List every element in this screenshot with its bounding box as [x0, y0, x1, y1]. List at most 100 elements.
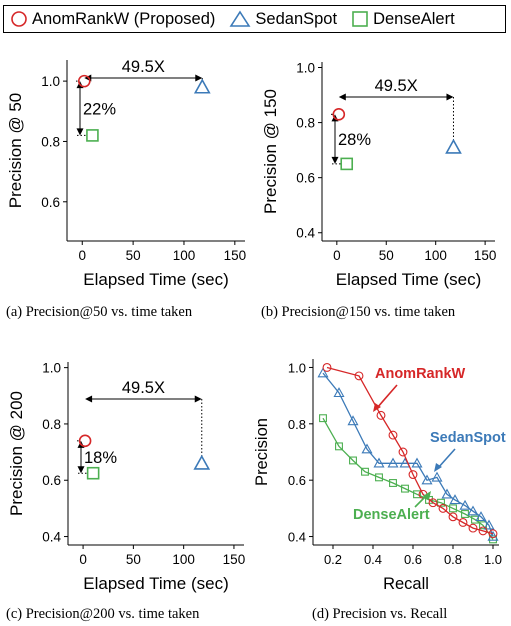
- speedup-arrow-head-right: [194, 395, 202, 403]
- chart-x-tick-label: 150: [474, 248, 497, 263]
- legend: AnomRankW (Proposed) SedanSpot DenseAler…: [3, 5, 506, 33]
- chart-x-tick-label: 100: [172, 552, 195, 567]
- panel-a: 0.6 0.8 1.0 0 50 100 150 Elapsed Time (sec) Prec…: [0, 40, 255, 300]
- chart-x-axis-label: Elapsed Time (sec): [83, 270, 229, 289]
- point-sedanspot: [387, 457, 399, 468]
- legend-label-sedanspot: SedanSpot: [255, 9, 338, 28]
- point-densealert: [471, 515, 479, 524]
- caption-d: (d) Precision vs. Recall: [312, 606, 448, 622]
- circle-marker-icon: [11, 11, 27, 27]
- marker-circle: [78, 434, 92, 448]
- chart-y-tick-label: 0.6: [42, 473, 61, 488]
- legend-label-densealert: DenseAlert: [373, 9, 455, 28]
- chart-x-tick-label: 50: [379, 248, 394, 263]
- point-densealert: [361, 467, 369, 476]
- chart-precision-vs-recall: 0.4 0.6 0.8 1.0 0.2 0.4 0.6 0.8 1.0 Recall Precisi…: [253, 359, 506, 593]
- chart-precision-at-50: 0.6 0.8 1.0 0 50 100 150 Elapsed Time (sec) Prec…: [6, 58, 247, 289]
- point-anomrankw: [322, 363, 332, 372]
- pr-y-tick-label: 0.6: [288, 473, 306, 488]
- chart-y-axis-label: Precision @ 50: [6, 93, 25, 209]
- pr-x-tick-label: 1.0: [484, 552, 502, 567]
- pr-y-tick-label: 0.8: [288, 417, 306, 432]
- point-sedanspot: [483, 519, 495, 530]
- pr-x-axis-label: Recall: [383, 575, 429, 593]
- caption-c: (c) Precision@200 vs. time taken: [6, 606, 200, 622]
- improvement-label: 18%: [84, 449, 117, 467]
- chart-x-tick-label: 50: [126, 248, 141, 263]
- point-anomrankw: [438, 503, 448, 513]
- improvement-arrow-head-down: [331, 156, 339, 164]
- point-densealert: [335, 442, 343, 451]
- point-sedanspot: [441, 488, 453, 499]
- pointer-anomrankw: [376, 384, 398, 409]
- legend-item-sedanspot: SedanSpot: [229, 10, 337, 29]
- square-marker-icon: [352, 11, 368, 27]
- chart-precision-at-200: 0.4 0.6 0.8 1.0 0 50 100 150 Elapsed Time (sec) P…: [7, 361, 246, 593]
- pr-y-tick-label: 1.0: [288, 360, 306, 375]
- marker-circle: [77, 74, 91, 88]
- point-anomrankw: [468, 523, 478, 533]
- chart-x-tick-label: 150: [224, 248, 247, 263]
- marker-square: [340, 157, 354, 171]
- point-anomrankw: [488, 529, 498, 539]
- point-anomrankw: [354, 371, 364, 381]
- legend-item-densealert: DenseAlert: [351, 10, 455, 29]
- point-densealert: [319, 414, 327, 423]
- point-sedanspot: [459, 499, 471, 510]
- series-line-sedanspot: [322, 372, 494, 537]
- pr-x-tick-label: 0.2: [324, 552, 342, 567]
- point-densealert: [413, 490, 421, 499]
- chart-y-tick-label: 0.6: [41, 195, 60, 210]
- chart-x-tick-label: 100: [424, 248, 447, 263]
- chart-x-tick-label: 0: [333, 248, 341, 263]
- pr-x-tick-label: 0.6: [404, 552, 422, 567]
- chart-y-tick-label: 0.6: [296, 171, 315, 186]
- marker-square: [86, 466, 100, 480]
- chart-y-tick-label: 0.4: [42, 530, 61, 545]
- label-anomrankw: AnomRankW: [375, 366, 466, 382]
- caption-a: (a) Precision@50 vs. time taken: [6, 304, 193, 320]
- legend-label-anomrank: AnomRankW (Proposed): [32, 9, 216, 28]
- chart-y-tick-label: 0.8: [42, 417, 61, 432]
- marker-circle: [332, 108, 346, 121]
- point-anomrankw: [376, 410, 386, 420]
- pr-y-tick-label: 0.4: [288, 530, 306, 545]
- point-sedanspot: [467, 505, 479, 516]
- pointer-head-anomrankw: [373, 403, 381, 412]
- marker-square: [86, 129, 99, 142]
- improvement-label: 22%: [83, 100, 116, 118]
- pointer-head-densealert: [423, 491, 431, 500]
- chart-y-tick-label: 0.8: [41, 134, 60, 149]
- chart-y-tick-label: 0.4: [296, 226, 315, 241]
- point-anomrankw: [478, 526, 488, 536]
- point-sedanspot: [431, 471, 443, 482]
- chart-precision-at-150: 0.4 0.6 0.8 1.0 0 50 100 150 Elapsed Time (sec) P…: [261, 61, 497, 289]
- point-sedanspot: [449, 494, 461, 505]
- chart-x-axis-label: Elapsed Time (sec): [336, 270, 482, 289]
- improvement-arrow-head-down: [77, 466, 85, 474]
- point-anomrankw: [458, 518, 468, 527]
- pointer-head-sedanspot: [434, 463, 442, 472]
- chart-x-tick-label: 50: [126, 552, 141, 567]
- panel-b: 0.4 0.6 0.8 1.0 0 50 100 150 Elapsed Time (sec) P…: [255, 40, 511, 300]
- speedup-arrow-head-right: [446, 93, 454, 101]
- point-densealert: [375, 473, 383, 482]
- chart-y-axis-label: Precision @ 200: [7, 391, 26, 516]
- speedup-label: 49.5X: [122, 58, 165, 76]
- chart-y-tick-label: 0.8: [296, 116, 315, 131]
- chart-y-tick-label: 1.0: [41, 74, 60, 89]
- speedup-label: 49.5X: [122, 379, 165, 397]
- pr-y-axis-label: Precision: [253, 418, 271, 486]
- chart-y-tick-label: 1.0: [42, 361, 61, 376]
- point-anomrankw: [408, 470, 418, 479]
- chart-x-tick-label: 0: [79, 552, 87, 567]
- point-anomrankw: [428, 498, 438, 508]
- point-sedanspot: [421, 474, 433, 485]
- speedup-arrow-head-left: [338, 93, 346, 101]
- point-sedanspot: [361, 443, 373, 454]
- improvement-label: 28%: [338, 131, 371, 149]
- point-sedanspot: [333, 387, 345, 398]
- label-sedanspot: SedanSpot: [430, 430, 506, 446]
- chart-x-tick-label: 150: [223, 552, 246, 567]
- marker-triangle: [193, 454, 211, 470]
